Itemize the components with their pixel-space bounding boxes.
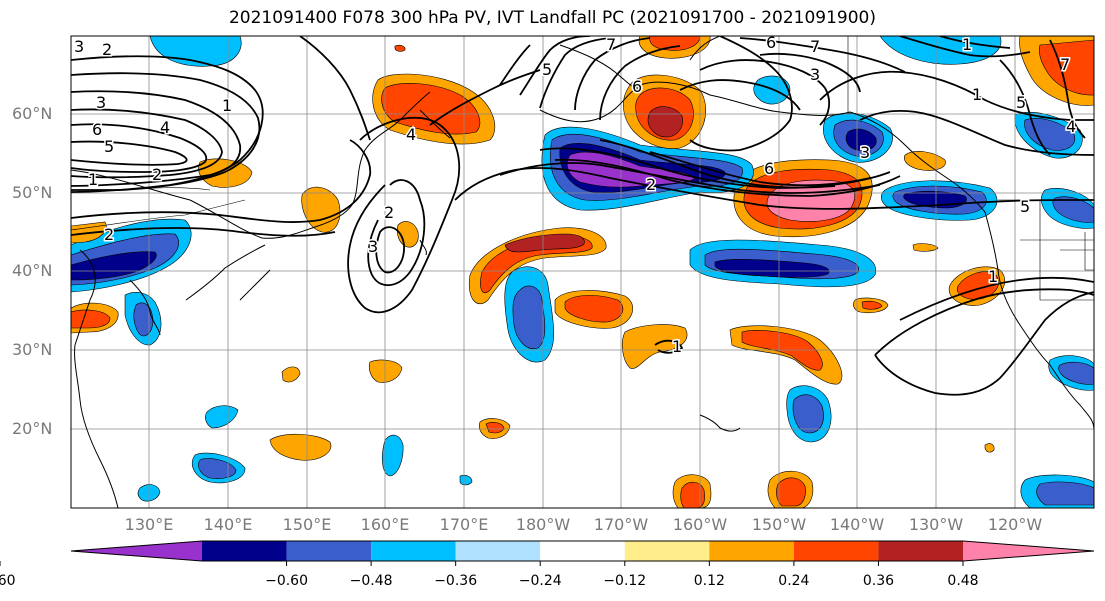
colorbar-outline <box>70 540 1095 562</box>
lat-label-60n: 60°N <box>12 104 53 123</box>
contour-label: 3 <box>74 37 84 56</box>
coastlines <box>71 36 1094 508</box>
lon-label-170e: 170°E <box>439 515 489 534</box>
contour-label: 5 <box>1020 197 1030 216</box>
contour-label: 1 <box>962 35 972 54</box>
lon-label-180w: 180°W <box>515 515 571 534</box>
contour-label: 3 <box>810 65 820 84</box>
contour-label: 3 <box>860 143 870 162</box>
colorbar <box>0 540 1095 566</box>
colorbar-bin <box>540 541 625 561</box>
contour-label: 4 <box>1066 117 1076 136</box>
contour-label: 2 <box>384 203 394 222</box>
lon-label-130w: 130°W <box>908 515 964 534</box>
contour-label: 5 <box>542 60 552 79</box>
contour-label: 7 <box>810 37 820 56</box>
contour-label: 1 <box>972 85 982 104</box>
contour-label: 6 <box>766 33 776 52</box>
contour-labels: 3 2 3 6 5 1 4 1 2 2 2 3 7 6 5 7 3 6 1 1 … <box>73 33 1078 358</box>
lon-label-170w: 170°W <box>593 515 649 534</box>
colorbar-bin <box>963 541 1094 561</box>
colorbar-bin <box>624 541 710 561</box>
colorbar-bin <box>455 541 541 561</box>
colorbar-tick-label: 0.36 <box>862 573 895 589</box>
colorbar-tick-label: 0.48 <box>947 573 979 589</box>
lon-label-140e: 140°E <box>203 515 253 534</box>
pv-contours <box>71 36 1094 396</box>
colorbar-tick-label: −0.24 <box>518 573 562 589</box>
map-frame <box>70 35 1095 509</box>
map-panel: 3 2 3 6 5 1 4 1 2 2 2 3 7 6 5 7 3 6 1 1 … <box>71 33 1094 508</box>
contour-label: 5 <box>104 137 114 156</box>
lat-label-40n: 40°N <box>12 261 53 280</box>
lon-label-150e: 150°E <box>282 515 332 534</box>
lon-label-150w: 150°W <box>751 515 807 534</box>
pv-shading <box>71 36 1094 508</box>
colorbar-bin <box>71 541 202 561</box>
contour-label: 7 <box>1060 55 1070 74</box>
colorbar-bin <box>371 541 456 561</box>
lon-label-140w: 140°W <box>829 515 885 534</box>
contour-label: 1 <box>988 267 998 286</box>
contour-label: 2 <box>152 165 162 184</box>
contour-label: 1 <box>672 337 682 356</box>
figure-title: 2021091400 F078 300 hPa PV, IVT Landfall… <box>228 8 876 28</box>
lat-label-50n: 50°N <box>12 183 53 202</box>
lon-label-160e: 160°E <box>360 515 410 534</box>
lon-label-160w: 160°W <box>672 515 728 534</box>
contour-label: 2 <box>104 225 114 244</box>
colorbar-bin <box>878 541 963 561</box>
contour-label: 6 <box>764 159 774 178</box>
colorbar-tick-label: 0.24 <box>778 573 810 589</box>
colorbar-bin <box>709 541 794 561</box>
colorbar-tick-label: 0.12 <box>693 573 725 589</box>
lat-label-20n: 20°N <box>12 419 53 438</box>
colorbar-bin <box>202 541 287 561</box>
colorbar-bin <box>793 541 879 561</box>
contour-label: 2 <box>646 175 656 194</box>
contour-label: 2 <box>102 40 112 59</box>
colorbar-tick-label: −0.12 <box>603 573 647 589</box>
contour-label: 6 <box>632 77 642 96</box>
lon-label-130e: 130°E <box>124 515 174 534</box>
contour-label: 6 <box>92 120 102 139</box>
contour-label: 3 <box>368 237 378 256</box>
lat-label-30n: 30°N <box>12 340 53 359</box>
colorbar-tick-label: −0.36 <box>434 573 478 589</box>
colorbar-tick-label: −0.60 <box>265 573 308 589</box>
contour-label: 7 <box>606 35 616 54</box>
contour-label: 4 <box>406 125 416 144</box>
colorbar-tick-label: −0.48 <box>349 573 393 589</box>
contour-label: 1 <box>222 96 232 115</box>
colorbar-bin <box>286 541 372 561</box>
contour-label: 1 <box>88 170 98 189</box>
colorbar-tick-label: 0.60 <box>0 573 16 589</box>
lon-label-120w: 120°W <box>987 515 1043 534</box>
contour-label: 3 <box>96 93 106 112</box>
contour-label: 5 <box>1016 93 1026 112</box>
contour-label: 4 <box>160 118 170 137</box>
